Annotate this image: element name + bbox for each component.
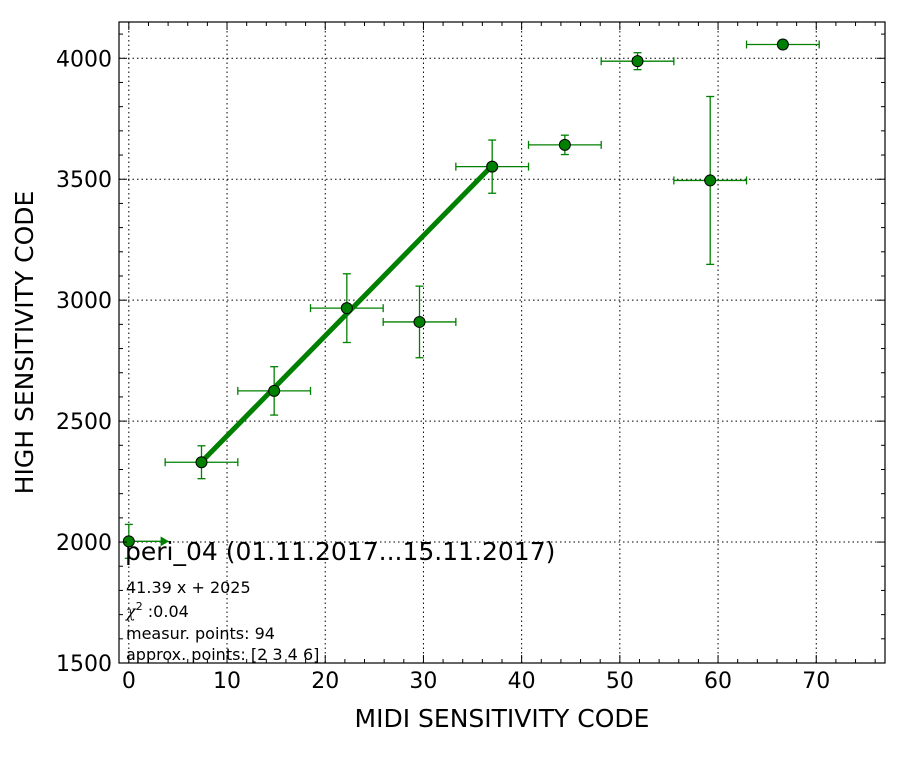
x-tick-label: 20 [311,669,339,694]
data-points [122,38,789,548]
approx-points-label: approx. points: [2 3 4 6] [126,645,319,664]
x-tick-label: 30 [409,669,437,694]
y-tick-label: 4000 [56,47,112,72]
data-point [340,302,353,315]
x-tick-label: 0 [122,669,136,694]
tick-labels: 0 10 20 30 40 50 60 70 1500 2000 2500 3000 3500 4000 [56,47,830,694]
data-point [558,138,571,151]
x-tick-label: 60 [704,669,732,694]
y-tick-label: 2500 [56,410,112,435]
data-point [268,384,281,397]
error-bars [124,39,820,559]
data-point [776,38,789,51]
x-error-arrow [160,536,170,547]
y-axis-label: HIGH SENSITIVITY CODE [10,191,39,495]
data-point [195,456,208,469]
data-point [122,535,135,548]
x-tick-label: 70 [802,669,830,694]
x-tick-label: 40 [508,669,536,694]
chi-symbol: χ [125,602,137,621]
chi-superscript: 2 [136,600,143,613]
data-point [413,315,426,328]
chi-square-value: :0.04 [143,602,189,621]
x-tick-label: 50 [606,669,634,694]
chart-title: peri_04 (01.11.2017...15.11.2017) [125,537,555,566]
grid [119,22,885,663]
fit-equation: 41.39 x + 2025 [126,578,251,597]
data-point [704,174,717,187]
data-point [631,55,644,68]
y-tick-label: 3000 [56,289,112,314]
x-tick-label: 10 [213,669,241,694]
plot-frame [118,21,886,664]
x-axis-label: MIDI SENSITIVITY CODE [355,704,650,733]
y-tick-label: 3500 [56,168,112,193]
y-tick-label: 1500 [56,652,112,677]
chi-square-label: χ2 :0.04 [125,600,189,621]
tick-marks [119,22,885,664]
y-tick-label: 2000 [56,531,112,556]
data-point [486,160,499,173]
measur-points-label: measur. points: 94 [126,624,275,643]
